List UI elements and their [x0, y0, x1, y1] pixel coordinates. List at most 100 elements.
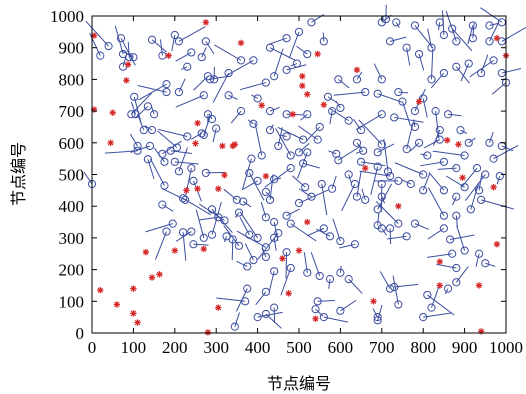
- unknown-node-point: [178, 228, 188, 237]
- unknown-node-point: [414, 138, 424, 147]
- unknown-node-point: [448, 249, 457, 258]
- unknown-node-point: [104, 42, 113, 51]
- unknown-node-point: [249, 119, 258, 128]
- unknown-node-point: [270, 175, 279, 184]
- error-line: [280, 134, 287, 137]
- anchor-node-point: [353, 66, 361, 74]
- x-tick-label: 500: [286, 338, 312, 357]
- anchor-node-point: [202, 19, 210, 26]
- unknown-node-point: [406, 179, 415, 189]
- anchor-node-point: [285, 290, 292, 297]
- unknown-node-point: [313, 135, 322, 144]
- unknown-node-point: [452, 192, 461, 201]
- unknown-node-point: [214, 213, 223, 222]
- unknown-node-point: [270, 72, 279, 81]
- error-line: [402, 101, 411, 126]
- error-line: [328, 150, 337, 155]
- error-line: [201, 47, 207, 58]
- unknown-node-point: [419, 170, 428, 179]
- unknown-node-point: [162, 87, 171, 97]
- unknown-node-point: [116, 34, 126, 43]
- unknown-node-point: [336, 306, 345, 315]
- unknown-node-point: [315, 271, 324, 281]
- unknown-node-point: [402, 232, 411, 241]
- anchor-node-point: [299, 82, 306, 89]
- unknown-node-point: [286, 151, 295, 160]
- unknown-node-point: [439, 224, 448, 233]
- unknown-node-point: [236, 107, 246, 116]
- unknown-node-point: [222, 232, 231, 241]
- unknown-node-point: [352, 192, 362, 201]
- unknown-node-point: [398, 97, 407, 106]
- error-line: [298, 142, 310, 153]
- unknown-node-point: [133, 141, 142, 151]
- error-line: [145, 223, 173, 233]
- error-line: [377, 93, 403, 103]
- unknown-node-point: [319, 224, 328, 233]
- error-line: [290, 223, 317, 242]
- unknown-node-point: [307, 192, 316, 201]
- error-line: [178, 26, 206, 42]
- anchor-node-point: [134, 319, 141, 326]
- anchor-node-point: [204, 329, 212, 336]
- unknown-node-point: [352, 75, 362, 84]
- error-line: [155, 231, 167, 260]
- error-line: [273, 237, 277, 251]
- unknown-node-point: [460, 151, 469, 160]
- unknown-node-point: [174, 87, 184, 97]
- error-line: [85, 20, 109, 47]
- error-line: [178, 147, 188, 172]
- unknown-node-point: [350, 240, 359, 249]
- unknown-node-point: [270, 233, 279, 242]
- error-line: [114, 25, 124, 55]
- unknown-node-point: [481, 259, 490, 268]
- unknown-node-point: [265, 107, 275, 116]
- error-line: [359, 170, 391, 177]
- error-line: [414, 223, 430, 230]
- unknown-node-point: [203, 110, 213, 119]
- unknown-node-point: [299, 159, 308, 168]
- unknown-node-point: [431, 107, 440, 116]
- unknown-node-point: [201, 37, 210, 46]
- error-line: [501, 145, 514, 152]
- error-line: [480, 7, 503, 23]
- x-tick-label: 700: [369, 338, 395, 357]
- unknown-node-point: [452, 278, 461, 287]
- error-line: [235, 212, 240, 218]
- y-tick-label: 100: [59, 292, 85, 311]
- unknown-node-point: [172, 143, 181, 152]
- unknown-node-point: [207, 205, 217, 214]
- unknown-node-point: [239, 197, 248, 206]
- unknown-node-point: [410, 107, 420, 116]
- error-line: [269, 106, 280, 112]
- error-line: [275, 128, 292, 156]
- error-line: [315, 308, 324, 317]
- unknown-node-point: [394, 87, 403, 97]
- unknown-node-point: [118, 49, 128, 59]
- unknown-node-point: [344, 275, 353, 284]
- unknown-node-point: [274, 141, 283, 151]
- anchor-node-point: [320, 101, 328, 108]
- error-line: [331, 175, 337, 189]
- error-line: [356, 142, 363, 150]
- unknown-node-point: [181, 195, 190, 204]
- unknown-node-point: [150, 110, 159, 119]
- unknown-node-point: [452, 164, 461, 173]
- unknown-node-point: [286, 263, 295, 273]
- error-line: [228, 94, 238, 100]
- error-line: [104, 150, 138, 154]
- error-line: [257, 232, 279, 260]
- y-tick-label: 600: [59, 134, 85, 153]
- error-line: [406, 47, 411, 66]
- unknown-node-point: [489, 56, 498, 65]
- anchor-node-point: [299, 73, 306, 80]
- error-line: [144, 125, 153, 131]
- unknown-node-point: [139, 126, 148, 135]
- error-line: [372, 308, 379, 318]
- error-line: [430, 49, 434, 80]
- unknown-node-point: [394, 300, 403, 309]
- unknown-node-point: [419, 313, 428, 322]
- error-line: [427, 294, 455, 316]
- y-tick-label: 900: [59, 39, 85, 58]
- error-line: [280, 267, 292, 296]
